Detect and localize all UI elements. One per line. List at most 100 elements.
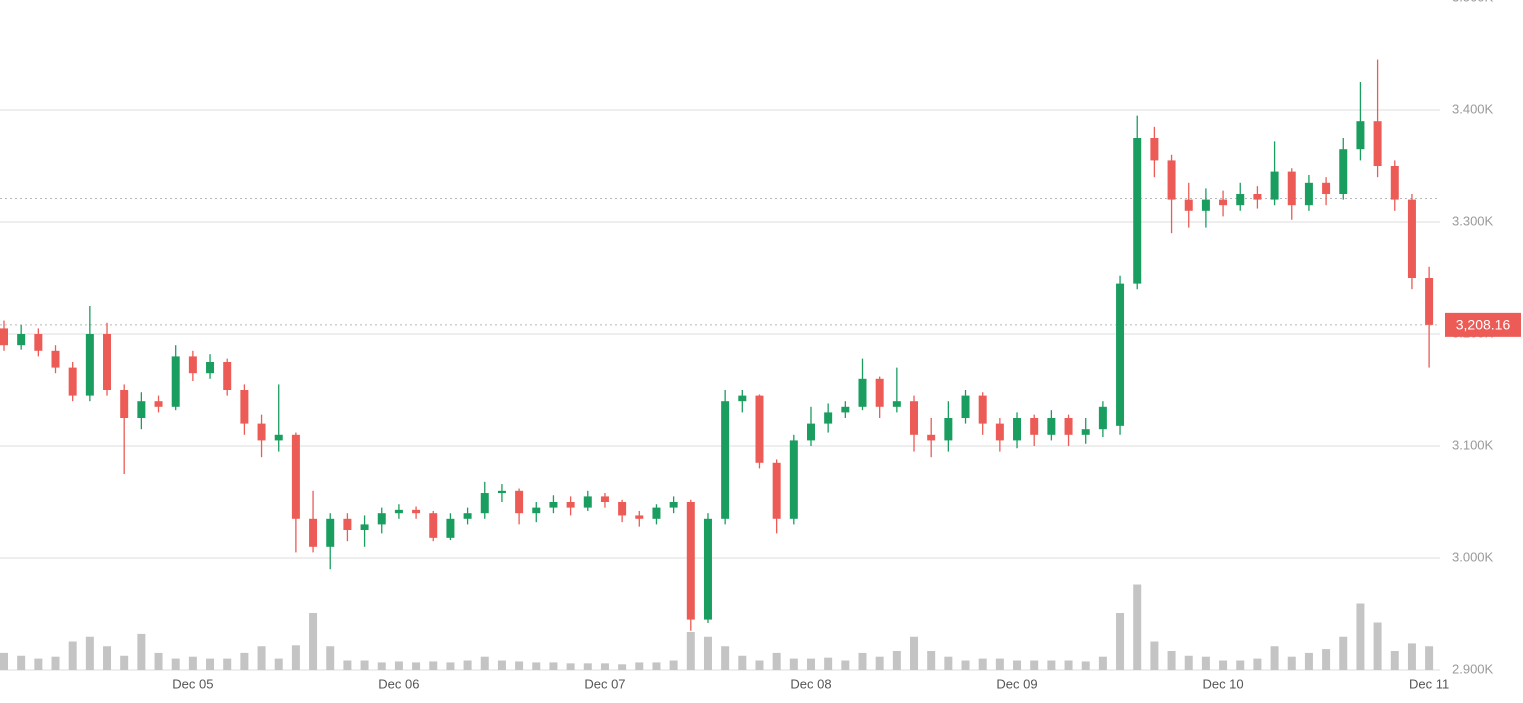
- volume-bar: [721, 646, 730, 670]
- volume-bar: [755, 660, 764, 670]
- volume-bar: [703, 636, 712, 670]
- candle-body: [360, 524, 369, 530]
- candle-body: [120, 390, 129, 418]
- candle-body: [772, 462, 781, 519]
- x-tick-label: Dec 05: [172, 676, 213, 691]
- candle-body: [1184, 199, 1193, 211]
- candle-body: [1219, 199, 1228, 206]
- volume-bar: [171, 658, 180, 670]
- volume-bar: [360, 660, 369, 670]
- volume-bar: [995, 658, 1004, 670]
- volume-bar: [343, 660, 352, 670]
- candle-body: [1270, 171, 1279, 200]
- candle-body: [1030, 418, 1039, 435]
- candle-body: [1150, 138, 1159, 161]
- candle-body: [738, 395, 747, 402]
- volume-bar: [1425, 646, 1434, 670]
- volume-bar: [1064, 660, 1073, 670]
- candle-body: [1287, 171, 1296, 206]
- candle-body: [858, 378, 867, 407]
- candle-body: [1356, 121, 1365, 150]
- volume-bar: [1013, 660, 1022, 670]
- candle-body: [463, 513, 472, 519]
- volume-bar: [892, 651, 901, 670]
- candle-body: [171, 356, 180, 407]
- candle-body: [223, 362, 232, 390]
- candle-body: [1064, 418, 1073, 435]
- candle-body: [188, 356, 197, 374]
- volume-bar: [1133, 584, 1142, 670]
- candle-body: [497, 490, 506, 494]
- volume-bar: [1322, 649, 1331, 670]
- candle-body: [944, 418, 953, 441]
- candle-body: [309, 518, 318, 547]
- candle-body: [566, 502, 575, 508]
- volume-bar: [1150, 641, 1159, 670]
- candle-body: [549, 502, 558, 508]
- candle-body: [206, 362, 215, 374]
- candle-body: [927, 434, 936, 441]
- candle-body: [1013, 418, 1022, 441]
- candle-body: [17, 334, 26, 346]
- candle-body: [600, 496, 609, 502]
- candle-body: [961, 395, 970, 418]
- candle-body: [291, 434, 300, 519]
- volume-bar: [429, 661, 438, 670]
- candle-body: [137, 401, 146, 418]
- x-tick-label: Dec 07: [584, 676, 625, 691]
- volume-bar: [824, 657, 833, 670]
- candle-body: [515, 490, 524, 514]
- volume-bar: [446, 662, 455, 670]
- volume-bar: [291, 645, 300, 670]
- volume-bar: [738, 655, 747, 670]
- candle-body: [755, 395, 764, 463]
- candle-body: [618, 502, 627, 516]
- volume-bar: [549, 662, 558, 670]
- candle-body: [669, 502, 678, 508]
- candle-body: [652, 507, 661, 519]
- volume-bar: [875, 656, 884, 670]
- volume-bar: [1270, 646, 1279, 670]
- volume-bar: [120, 655, 129, 670]
- volume-bar: [669, 660, 678, 670]
- volume-bar: [1030, 660, 1039, 670]
- candle-body: [1373, 121, 1382, 166]
- candle-body: [1304, 182, 1313, 206]
- candle-body: [892, 401, 901, 407]
- volume-bar: [978, 658, 987, 670]
- volume-bar: [257, 646, 266, 670]
- volume-bar: [394, 661, 403, 670]
- volume-bar: [566, 663, 575, 670]
- candle-body: [394, 509, 403, 514]
- candle-body: [103, 334, 112, 390]
- volume-bar: [618, 664, 627, 670]
- volume-bar: [480, 656, 489, 670]
- x-tick-label: Dec 11: [1409, 676, 1449, 691]
- volume-bar: [1407, 643, 1416, 670]
- volume-bar: [412, 662, 421, 670]
- volume-bar: [927, 651, 936, 670]
- candle-body: [703, 518, 712, 620]
- volume-bar: [1390, 651, 1399, 670]
- volume-bar: [944, 656, 953, 670]
- candle-body: [910, 401, 919, 435]
- candle-body: [789, 440, 798, 519]
- volume-bar: [583, 663, 592, 670]
- candle-body: [1425, 278, 1434, 325]
- volume-bar: [515, 661, 524, 670]
- x-tick-label: Dec 10: [1202, 676, 1243, 691]
- volume-bar: [0, 652, 8, 670]
- candle-body: [806, 423, 815, 441]
- candle-body: [326, 518, 335, 547]
- volume-bar: [1339, 636, 1348, 670]
- candle-body: [1407, 199, 1416, 278]
- volume-bar: [1081, 661, 1090, 670]
- y-tick-label: 3.100K: [1452, 437, 1494, 452]
- candle-body: [1098, 406, 1107, 430]
- volume-bar: [961, 660, 970, 670]
- candle-body: [412, 509, 421, 514]
- volume-bar: [463, 660, 472, 670]
- volume-bar: [309, 613, 318, 670]
- volume-bar: [1253, 658, 1262, 670]
